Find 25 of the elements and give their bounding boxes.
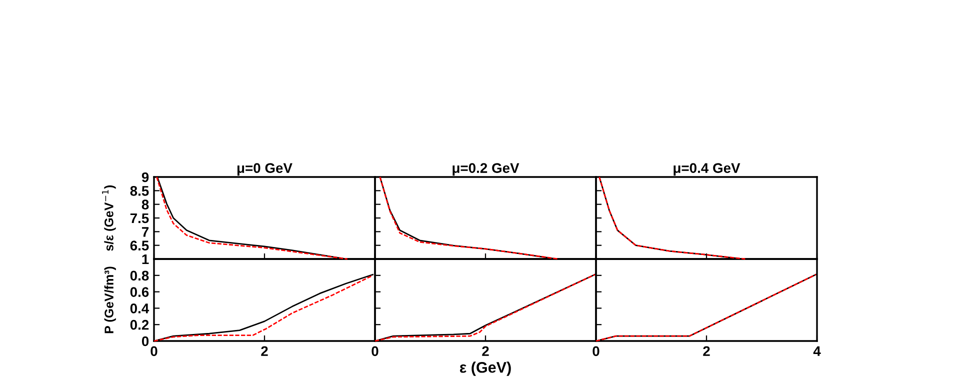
y-tick-label: 1	[142, 254, 149, 264]
y-tick-label: 0.8	[130, 270, 149, 281]
x-tick-label: 2	[703, 346, 710, 356]
y-tick-label: 0	[142, 336, 149, 346]
y-tick-label: 0.6	[130, 287, 149, 297]
y-tick-label: 0.2	[130, 320, 149, 330]
y-tick-label: 0.4	[130, 304, 150, 314]
x-tick-label: 0	[372, 346, 378, 356]
y-tick-label: 8	[142, 200, 149, 210]
chart-title: μ=0.2 GeV	[452, 163, 520, 176]
x-tick-label: 2	[482, 346, 489, 356]
x-tick-label: 2	[261, 346, 268, 356]
x-axis-title: ε (GeV)	[460, 362, 511, 376]
y-tick-label: 7.5	[130, 213, 149, 224]
y-tick-label: 8.5	[130, 186, 149, 196]
x-tick-label: 0	[150, 346, 158, 356]
chart-title: μ=0.4 GeV	[674, 163, 740, 176]
y-tick-label: 7	[142, 227, 149, 237]
y-axis-title: P (GeV/fm³)	[104, 266, 116, 334]
chart-title: μ=0 GeV	[237, 163, 292, 176]
y-tick-label: 9	[142, 172, 149, 182]
x-tick-label: 4	[813, 346, 821, 356]
y-tick-label: 6.5	[130, 240, 149, 251]
y-axis-title: s/ε (GeV$^{−1}$)	[102, 185, 116, 251]
x-tick-label: 0	[592, 346, 600, 356]
